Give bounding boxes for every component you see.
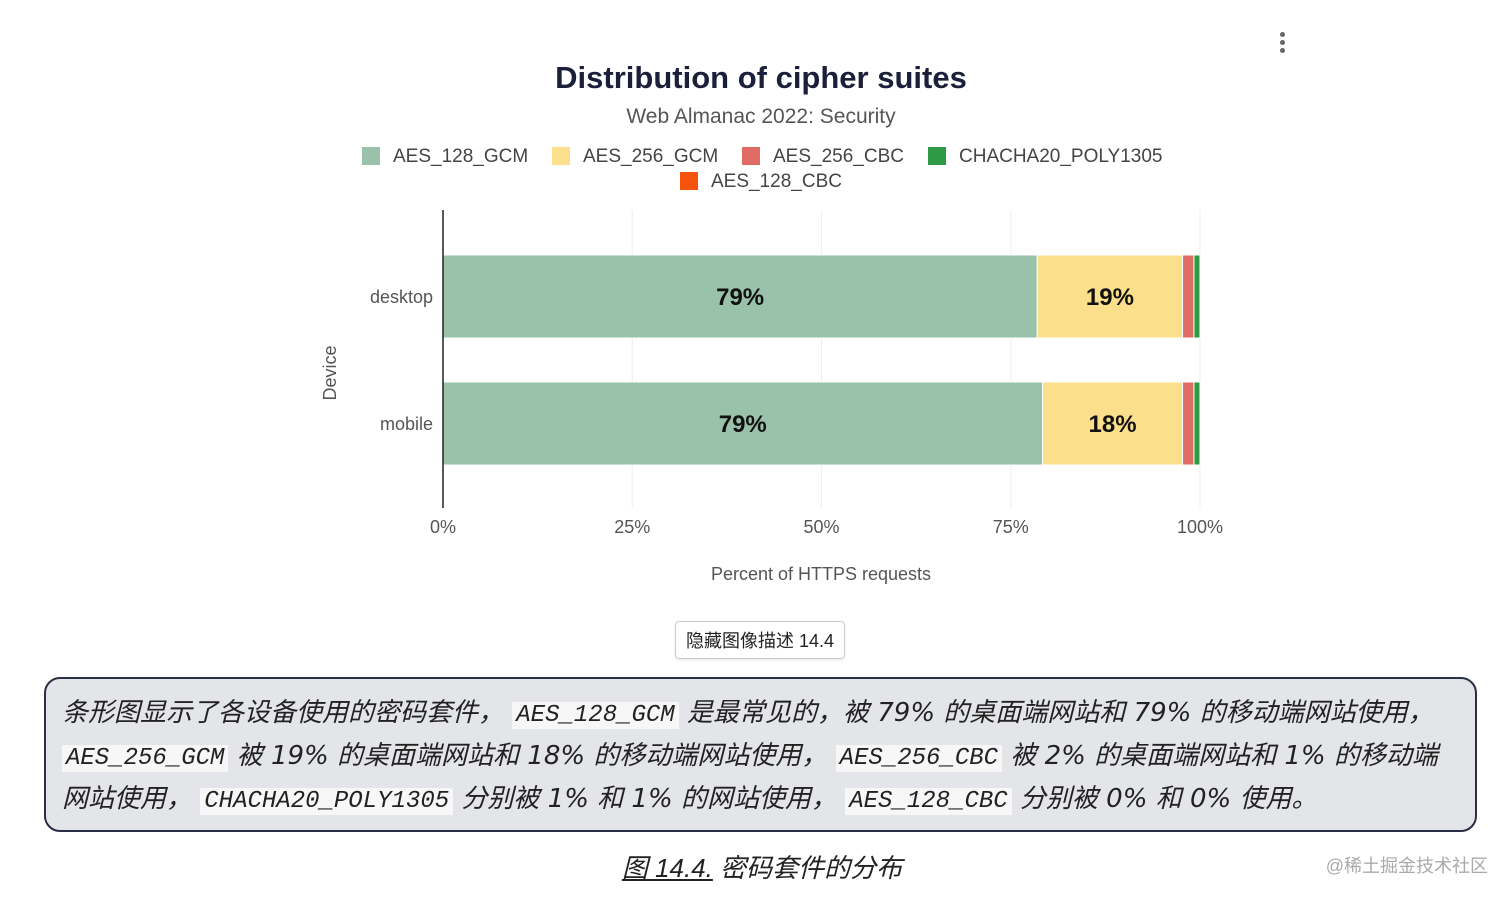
y-tick-label: desktop <box>370 287 433 307</box>
bar-data-label: 79% <box>719 411 767 438</box>
legend-label[interactable]: CHACHA20_POLY1305 <box>959 146 1162 167</box>
bar-desktop-aes_256_cbc[interactable] <box>1182 254 1195 339</box>
desc-text: 被 19% 的桌面端网站和 18% 的移动端网站使用， <box>236 741 828 771</box>
x-tick-label: 100% <box>1177 517 1223 537</box>
desc-text: 分别被 1% 和 1% 的网站使用， <box>461 784 837 814</box>
legend-swatch[interactable] <box>928 147 946 165</box>
bar-mobile-chacha20_poly1305[interactable] <box>1193 381 1201 466</box>
x-tick-label: 25% <box>614 517 650 537</box>
bar-desktop-aes_128_gcm[interactable] <box>442 254 1038 339</box>
bar-data-label: 19% <box>1086 284 1134 311</box>
desc-text: 分别被 0% 和 0% 使用。 <box>1019 784 1318 814</box>
figure-caption: 图 14.4. 密码套件的分布 <box>0 848 1512 885</box>
legend-label[interactable]: AES_128_GCM <box>393 146 528 167</box>
chart-title: Distribution of cipher suites <box>555 60 967 95</box>
watermark: @稀土掘金技术社区 <box>1325 856 1488 876</box>
hide-description-button[interactable]: 隐藏图像描述 14.4 <box>675 621 845 659</box>
desc-text: 被 2% 的桌面端网站和 1% 的移动端网站使用， <box>62 741 1438 814</box>
code-aes128gcm: AES_128_GCM <box>512 702 679 729</box>
y-tick-label: mobile <box>380 414 433 434</box>
bar-mobile-aes_256_gcm[interactable] <box>1042 381 1184 466</box>
figure-link[interactable]: 图 14.4. <box>621 853 713 883</box>
x-axis-label: Percent of HTTPS requests <box>711 564 931 584</box>
bar-desktop-chacha20_poly1305[interactable] <box>1193 254 1201 339</box>
desc-text: 条形图显示了各设备使用的密码套件， <box>62 698 505 728</box>
chart-menu-icon[interactable] <box>1272 32 1292 58</box>
x-tick-label: 0% <box>430 517 456 537</box>
legend-swatch[interactable] <box>680 172 698 190</box>
legend-label[interactable]: AES_256_CBC <box>773 146 904 167</box>
bar-desktop-aes_256_gcm[interactable] <box>1036 254 1184 339</box>
legend-label[interactable]: AES_128_CBC <box>711 171 842 192</box>
code-aes256gcm: AES_256_GCM <box>62 745 229 772</box>
bar-mobile-aes_256_cbc[interactable] <box>1182 381 1195 466</box>
desc-text: 是最常见的，被 79% 的桌面端网站和 79% 的移动端网站使用， <box>686 698 1434 728</box>
bar-data-label: 79% <box>716 284 764 311</box>
bar-data-label: 18% <box>1089 411 1137 438</box>
x-tick-label: 50% <box>803 517 839 537</box>
y-axis-label: Device <box>320 345 340 400</box>
code-aes128cbc: AES_128_CBC <box>845 788 1012 815</box>
code-aes256cbc: AES_256_CBC <box>835 745 1003 772</box>
bar-chart: Distribution of cipher suites Web Almana… <box>320 60 1223 584</box>
legend-label[interactable]: AES_256_GCM <box>583 146 718 167</box>
legend-swatch[interactable] <box>362 147 380 165</box>
code-chacha: CHACHA20_POLY1305 <box>200 788 454 815</box>
x-tick-label: 75% <box>993 517 1029 537</box>
bar-mobile-aes_128_gcm[interactable] <box>442 381 1044 466</box>
chart-subtitle: Web Almanac 2022: Security <box>626 105 896 128</box>
legend-swatch[interactable] <box>742 147 760 165</box>
legend-swatch[interactable] <box>552 147 570 165</box>
caption-text: 密码套件的分布 <box>720 853 903 883</box>
image-description: 条形图显示了各设备使用的密码套件， AES_128_GCM 是最常见的，被 79… <box>44 677 1477 832</box>
